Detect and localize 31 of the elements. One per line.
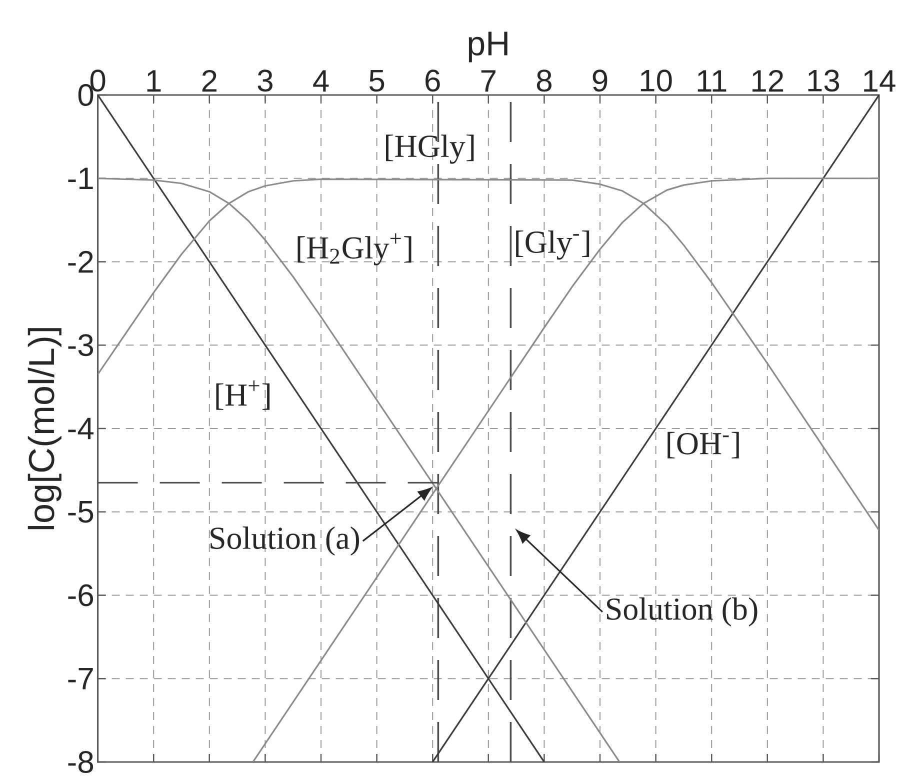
series-label: [H$^{+}$]: [216, 380, 270, 410]
series-label: [OH$^{-}$]: [668, 432, 739, 458]
y-tick-label: -8: [68, 751, 94, 773]
x-tick-label: 6: [426, 70, 440, 92]
annotation: Solution (b): [606, 597, 758, 626]
annotation: Solution (a): [210, 526, 360, 556]
y-axis-title: log[C(mol/L)]: [28, 328, 62, 530]
y-tick-label: -2: [68, 250, 93, 273]
series-label: [H$_{2}$Gly$^{+}$]: [298, 233, 412, 266]
y-tick-label: -6: [68, 584, 94, 606]
x-tick-label: 4: [313, 70, 329, 92]
series-label: [HGly]: [386, 134, 474, 164]
y-tick-label: -5: [68, 501, 94, 523]
x-tick-label: 9: [592, 70, 608, 92]
x-tick-label: 1: [147, 70, 161, 92]
x-axis-title: pH: [468, 32, 508, 62]
x-tick-label: 14: [864, 70, 896, 92]
y-tick-label: -4: [68, 418, 94, 440]
x-tick-label: 10: [640, 70, 672, 92]
y-tick-label: -7: [68, 668, 93, 690]
y-tick-label: -3: [68, 334, 94, 356]
x-tick-label: 2: [202, 70, 216, 92]
x-tick-label: 13: [808, 70, 840, 92]
x-tick-label: 11: [698, 70, 726, 92]
y-tick-label: -1: [68, 168, 93, 190]
x-tick-label: 3: [258, 70, 272, 92]
x-tick-label: 8: [536, 70, 552, 92]
x-tick-label: 7: [481, 70, 496, 92]
series-label: [Gly$^{-}$]: [516, 230, 590, 260]
x-tick-label: 5: [369, 70, 384, 92]
x-tick-label: 12: [752, 70, 784, 92]
